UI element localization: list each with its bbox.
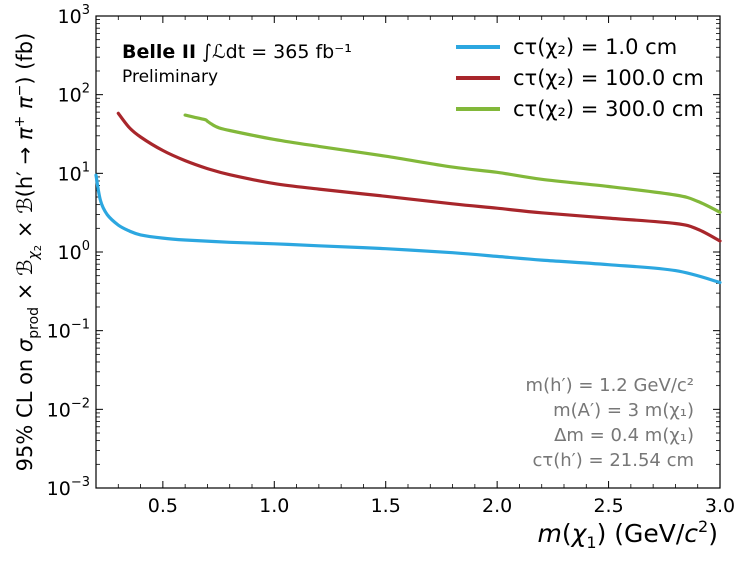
x-tick-label: 2.0 bbox=[482, 495, 512, 517]
series-line-0 bbox=[94, 173, 722, 285]
y-tick-exponent: −1 bbox=[71, 318, 90, 333]
luminosity-label: ∫ℒdt = 365 fb⁻¹ bbox=[202, 41, 352, 63]
x-tick-labels: 0.5 1.0 1.5 2.0 2.5 3.0 bbox=[148, 495, 735, 517]
experiment-name: Belle II bbox=[122, 41, 196, 63]
legend: cτ(χ₂) = 1.0 cm cτ(χ₂) = 100.0 cm cτ(χ₂) =… bbox=[456, 35, 704, 121]
y-tick-base: 10 bbox=[47, 399, 71, 421]
experiment-label: Belle II ∫ℒdt = 365 fb⁻¹ Preliminary bbox=[122, 41, 352, 87]
axis-ticks bbox=[96, 15, 721, 489]
x-tick-label: 1.0 bbox=[259, 495, 289, 517]
y-tick-label: 103 bbox=[58, 3, 90, 28]
y-tick-label: 10−2 bbox=[47, 396, 90, 421]
svg-text:Belle II ∫ℒdt = 365 fb⁻¹: Belle II ∫ℒdt = 365 fb⁻¹ bbox=[122, 41, 352, 63]
x-tick-label: 2.5 bbox=[593, 495, 623, 517]
y-tick-label: 10−1 bbox=[47, 318, 90, 343]
y-tick-base: 10 bbox=[58, 242, 82, 264]
x-axis-label: m(χ1) (GeV/c2) bbox=[537, 517, 718, 552]
series-line-1 bbox=[116, 111, 722, 243]
y-tick-label: 102 bbox=[58, 82, 90, 107]
y-tick-base: 10 bbox=[47, 478, 71, 500]
series-line-2 bbox=[183, 113, 722, 214]
param-line-2: Δm = 0.4 m(χ₁) bbox=[554, 425, 694, 446]
legend-label-1: cτ(χ₂) = 100.0 cm bbox=[513, 66, 704, 90]
y-tick-base: 10 bbox=[47, 321, 71, 343]
y-tick-exponent: 3 bbox=[82, 3, 90, 18]
legend-label-2: cτ(χ₂) = 300.0 cm bbox=[513, 97, 704, 121]
param-line-1: m(A′) = 3 m(χ₁) bbox=[553, 400, 694, 421]
parameter-annotations: m(h′) = 1.2 GeV/c² m(A′) = 3 m(χ₁) Δm = … bbox=[526, 375, 694, 471]
data-curves bbox=[94, 111, 722, 285]
y-tick-base: 10 bbox=[58, 163, 82, 185]
legend-label-0: cτ(χ₂) = 1.0 cm bbox=[513, 35, 677, 59]
y-tick-exponent: −2 bbox=[71, 396, 90, 411]
y-axis-label: 95% CL on σprod × ℬχ2 × ℬ(h′ → π+ π−) (f… bbox=[12, 33, 44, 472]
y-tick-exponent: 0 bbox=[82, 239, 90, 254]
status-label: Preliminary bbox=[122, 67, 218, 87]
x-tick-label: 3.0 bbox=[705, 495, 735, 517]
param-line-0: m(h′) = 1.2 GeV/c² bbox=[526, 375, 694, 396]
y-tick-base: 10 bbox=[58, 85, 82, 107]
y-tick-exponent: −3 bbox=[71, 475, 90, 490]
y-tick-exponent: 1 bbox=[82, 160, 90, 175]
param-line-3: cτ(h′) = 21.54 cm bbox=[533, 450, 694, 471]
x-tick-label: 1.5 bbox=[371, 495, 401, 517]
x-tick-label: 0.5 bbox=[148, 495, 178, 517]
y-tick-label: 100 bbox=[58, 239, 90, 264]
y-tick-base: 10 bbox=[58, 6, 82, 28]
y-tick-exponent: 2 bbox=[82, 82, 90, 97]
y-tick-label: 10−3 bbox=[47, 475, 90, 500]
y-tick-label: 101 bbox=[58, 160, 90, 185]
